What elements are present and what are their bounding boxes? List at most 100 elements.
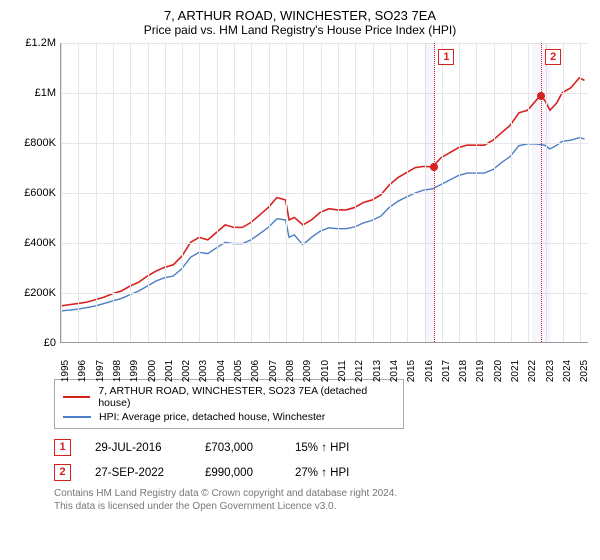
chart-area: £0£200K£400K£600K£800K£1M£1.2M 12 199519…: [18, 43, 588, 373]
x-gridline: [511, 43, 512, 342]
sale-delta: 27% ↑ HPI: [295, 467, 395, 479]
x-gridline: [165, 43, 166, 342]
legend: 7, ARTHUR ROAD, WINCHESTER, SO23 7EA (de…: [54, 379, 404, 429]
sale-marker-dot: [430, 163, 438, 171]
y-tick-label: £1M: [35, 87, 56, 99]
x-tick-label: 2005: [233, 360, 244, 382]
x-tick-label: 2010: [320, 360, 331, 382]
x-gridline: [459, 43, 460, 342]
sale-marker-line: [434, 43, 435, 342]
x-tick-label: 2018: [458, 360, 469, 382]
x-tick-label: 1999: [129, 360, 140, 382]
legend-label: HPI: Average price, detached house, Winc…: [99, 411, 325, 423]
x-tick-label: 2004: [216, 360, 227, 382]
y-gridline: [61, 93, 588, 94]
x-tick-label: 2020: [493, 360, 504, 382]
x-tick-label: 2021: [510, 360, 521, 382]
x-tick-label: 2022: [527, 360, 538, 382]
x-tick-label: 2002: [181, 360, 192, 382]
x-tick-label: 2017: [441, 360, 452, 382]
chart-title: 7, ARTHUR ROAD, WINCHESTER, SO23 7EA: [12, 8, 588, 23]
sale-marker-badge: 2: [545, 49, 561, 65]
x-gridline: [390, 43, 391, 342]
sale-price: £990,000: [205, 467, 295, 479]
legend-item: HPI: Average price, detached house, Winc…: [63, 410, 395, 424]
y-gridline: [61, 43, 588, 44]
y-gridline: [61, 243, 588, 244]
x-gridline: [373, 43, 374, 342]
sale-row: 227-SEP-2022£990,00027% ↑ HPI: [54, 460, 574, 485]
x-gridline: [563, 43, 564, 342]
attribution: Contains HM Land Registry data © Crown c…: [54, 487, 574, 513]
x-gridline: [286, 43, 287, 342]
series-line-hpi: [61, 138, 585, 311]
attribution-line: Contains HM Land Registry data © Crown c…: [54, 487, 574, 500]
x-tick-label: 1996: [77, 360, 88, 382]
y-gridline: [61, 143, 588, 144]
y-tick-label: £200K: [24, 287, 56, 299]
legend-item: 7, ARTHUR ROAD, WINCHESTER, SO23 7EA (de…: [63, 384, 395, 410]
x-gridline: [78, 43, 79, 342]
x-gridline: [251, 43, 252, 342]
sale-date: 27-SEP-2022: [95, 467, 205, 479]
sale-date: 29-JUL-2016: [95, 442, 205, 454]
x-tick-label: 2023: [545, 360, 556, 382]
x-gridline: [234, 43, 235, 342]
series-line-subject: [61, 78, 585, 306]
y-gridline: [61, 193, 588, 194]
x-tick-label: 2016: [424, 360, 435, 382]
x-tick-label: 2003: [198, 360, 209, 382]
sales-table: 1 29-JUL-2016£703,00015% ↑ HPI 227-SEP-202…: [54, 435, 574, 485]
x-tick-label: 2025: [579, 360, 590, 382]
x-gridline: [148, 43, 149, 342]
sale-row: 1 29-JUL-2016£703,00015% ↑ HPI: [54, 435, 574, 460]
x-gridline: [580, 43, 581, 342]
x-tick-label: 2024: [562, 360, 573, 382]
x-gridline: [303, 43, 304, 342]
x-tick-label: 2006: [250, 360, 261, 382]
sale-row-badge: 1: [54, 439, 71, 456]
x-gridline: [407, 43, 408, 342]
sale-marker-badge: 1: [438, 49, 454, 65]
x-axis: 1995199619971998199920002001200220032004…: [60, 343, 588, 373]
x-tick-label: 2013: [372, 360, 383, 382]
legend-swatch: [63, 396, 90, 398]
attribution-line: This data is licensed under the Open Gov…: [54, 500, 574, 513]
x-gridline: [321, 43, 322, 342]
sale-price: £703,000: [205, 442, 295, 454]
x-tick-label: 2015: [406, 360, 417, 382]
plot-area: 12: [60, 43, 588, 343]
sale-marker-dot: [537, 92, 545, 100]
y-tick-label: £400K: [24, 237, 56, 249]
sale-marker-line: [541, 43, 542, 342]
x-tick-label: 2000: [147, 360, 158, 382]
x-gridline: [61, 43, 62, 342]
x-gridline: [217, 43, 218, 342]
x-gridline: [355, 43, 356, 342]
x-tick-label: 2001: [164, 360, 175, 382]
x-gridline: [476, 43, 477, 342]
x-gridline: [96, 43, 97, 342]
x-tick-label: 2009: [302, 360, 313, 382]
x-tick-label: 1995: [60, 360, 71, 382]
x-gridline: [494, 43, 495, 342]
y-tick-label: £600K: [24, 187, 56, 199]
shaded-band: [425, 43, 435, 342]
x-tick-label: 1998: [112, 360, 123, 382]
y-axis: £0£200K£400K£600K£800K£1M£1.2M: [18, 43, 60, 343]
sale-delta: 15% ↑ HPI: [295, 442, 395, 454]
x-gridline: [269, 43, 270, 342]
y-tick-label: £800K: [24, 137, 56, 149]
chart-container: 7, ARTHUR ROAD, WINCHESTER, SO23 7EA Pri…: [0, 0, 600, 560]
x-gridline: [338, 43, 339, 342]
legend-swatch: [63, 416, 91, 418]
legend-label: 7, ARTHUR ROAD, WINCHESTER, SO23 7EA (de…: [98, 385, 395, 409]
x-gridline: [199, 43, 200, 342]
x-gridline: [528, 43, 529, 342]
x-tick-label: 2019: [475, 360, 486, 382]
x-gridline: [442, 43, 443, 342]
y-gridline: [61, 293, 588, 294]
x-tick-label: 2014: [389, 360, 400, 382]
x-tick-label: 2008: [285, 360, 296, 382]
x-tick-label: 1997: [95, 360, 106, 382]
